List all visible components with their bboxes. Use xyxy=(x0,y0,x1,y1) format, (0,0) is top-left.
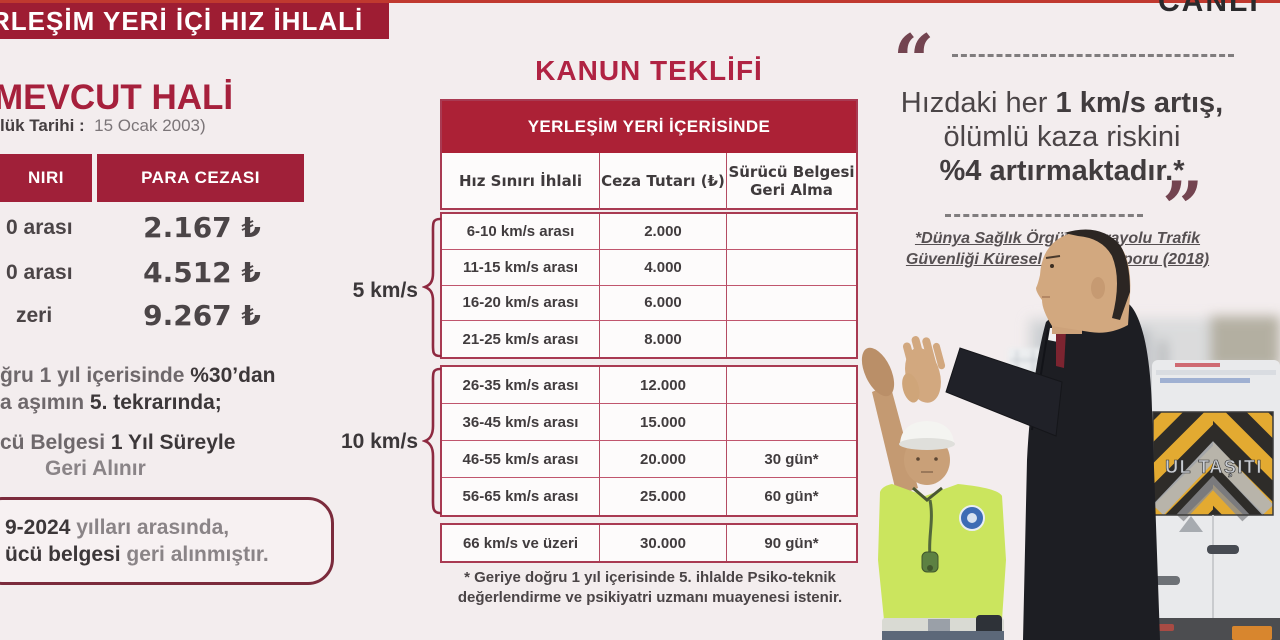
headline-title: RLEŞİM YERİ İÇİ HIZ İHLALİ xyxy=(0,5,364,36)
current-row-fine: 4.512 ₺ xyxy=(143,256,261,289)
headline-banner: RLEŞİM YERİ İÇİ HIZ İHLALİ xyxy=(0,3,389,39)
proposal-table-band: YERLEŞİM YERİ İÇERİSİNDE xyxy=(442,101,856,153)
repeat-rule-line2: a aşımın 5. tekrarında; xyxy=(0,391,222,414)
current-table-col2-header: PARA CEZASI xyxy=(97,154,304,202)
current-law-title: MEVCUT HALİ xyxy=(0,78,234,117)
live-badge: CANLI xyxy=(1158,0,1260,18)
history-line1: 9-2024 yılları arasında, xyxy=(5,516,230,539)
bracket-label-5kms: 5 km/s xyxy=(352,279,418,302)
license-rule-line2: Geri Alınır xyxy=(45,457,146,480)
quote-text: Hızdaki her 1 km/s artış, ölümlü kaza ri… xyxy=(900,87,1224,188)
proposal-group-1: 6-10 km/s arası 2.000 11-15 km/s arası 4.0… xyxy=(440,212,858,359)
bracket-label-10kms: 10 km/s xyxy=(340,430,418,453)
current-row-fine: 9.267 ₺ xyxy=(143,299,261,332)
quote-bottom-dashes xyxy=(945,214,1143,217)
quote-top-dashes xyxy=(952,54,1234,57)
current-row-range: 0 arası xyxy=(6,261,73,284)
quote-source: *Dünya Sağlık Örgütü Karayolu Trafik Güv… xyxy=(905,230,1210,268)
history-line2: ücü belgesi geri alınmıştır. xyxy=(5,543,269,566)
current-row-fine: 2.167 ₺ xyxy=(143,211,261,244)
top-red-line xyxy=(0,0,1280,3)
proposal-column-headers: Hız Sınırı İhlali Ceza Tutarı (₺) Sürücü… xyxy=(442,153,856,210)
current-row-range: zeri xyxy=(16,304,53,327)
bracket-10kms xyxy=(422,367,442,515)
proposal-group-2: 26-35 km/s arası 12.000 36-45 km/s arası 1… xyxy=(440,365,858,517)
presenter-hand xyxy=(902,336,946,403)
school-van-photo: UL TAŞITI xyxy=(1152,360,1280,640)
van-rear-text: UL TAŞITI xyxy=(1165,457,1263,477)
close-quote-icon: ” xyxy=(1162,165,1204,250)
blurred-street-background xyxy=(1028,316,1280,422)
proposal-group-3: 66 km/s ve üzeri 30.000 90 gün* xyxy=(440,523,858,563)
current-row-range: 0 arası xyxy=(6,216,73,239)
repeat-rule-line1: ğru 1 yıl içerisinde %30’dan xyxy=(0,364,276,387)
presenter-photo xyxy=(902,229,1160,640)
current-law-subtitle: lük Tarihi : 15 Ocak 2003) xyxy=(0,116,206,135)
traffic-officer-photo xyxy=(861,347,1006,640)
proposal-title: KANUN TEKLİFİ xyxy=(535,55,763,86)
history-note-box: 9-2024 yılları arasında, ücü belgesi ger… xyxy=(0,497,334,585)
open-quote-icon: “ xyxy=(893,18,935,103)
scaffold-structure xyxy=(1008,348,1042,410)
proposal-table-header: YERLEŞİM YERİ İÇERİSİNDE Hız Sınırı İhla… xyxy=(440,99,858,210)
license-rule-line1: cü Belgesi 1 Yıl Süreyle xyxy=(0,431,236,454)
bracket-5kms xyxy=(422,217,442,358)
proposal-footnote: * Geriye doğru 1 yıl içerisinde 5. ihlal… xyxy=(457,569,843,606)
current-table-col1-header: NIRI xyxy=(0,154,92,202)
